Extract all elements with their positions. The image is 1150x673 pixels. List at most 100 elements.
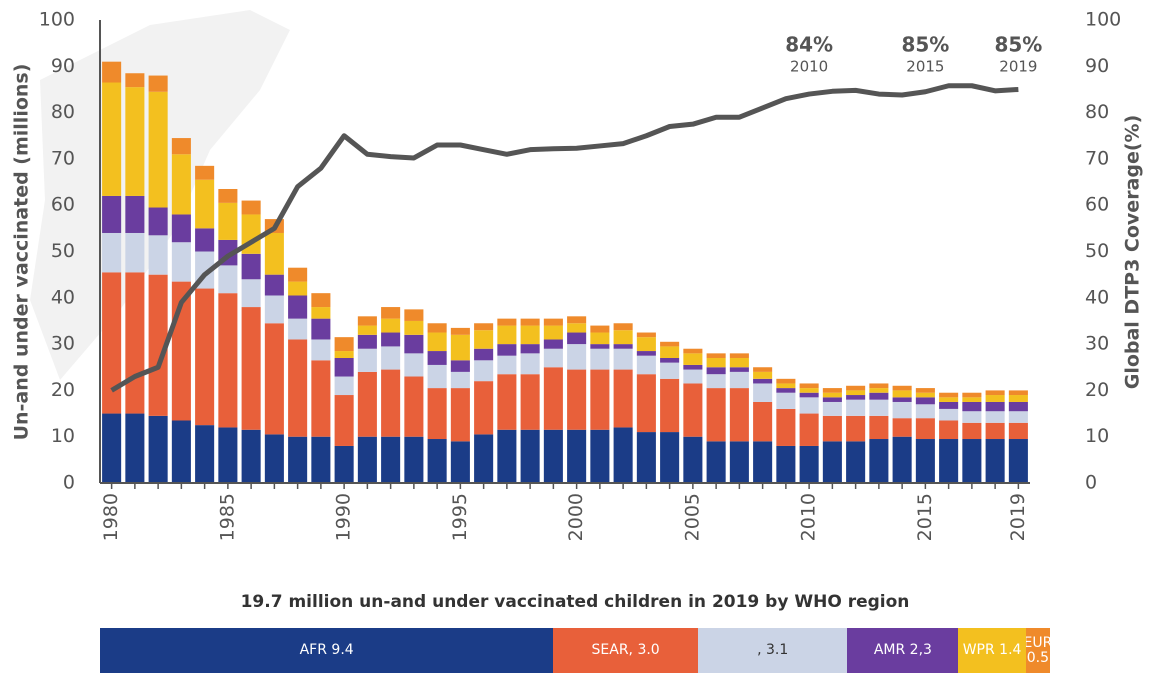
annotation-value: 85% xyxy=(901,33,949,57)
x-tick-label: 2015 xyxy=(914,493,936,541)
bar-segment xyxy=(497,344,517,356)
bar-segment xyxy=(520,429,540,483)
bar-segment xyxy=(427,323,447,333)
bar-segment xyxy=(915,404,935,419)
annotation-year: 2010 xyxy=(790,58,828,76)
bar-segment xyxy=(753,378,773,384)
bar-segment xyxy=(776,445,796,483)
y2-tick-label: 10 xyxy=(1085,425,1109,447)
x-tick-label: 1990 xyxy=(333,493,355,541)
bar-segment xyxy=(706,367,726,375)
bar-segment xyxy=(939,439,959,483)
bar-segment xyxy=(799,413,819,446)
bar-segment xyxy=(218,188,238,203)
bar-segment xyxy=(590,325,610,333)
bar-segment xyxy=(985,401,1005,412)
bar-segment xyxy=(427,332,447,352)
bar-segment xyxy=(636,337,656,352)
bar-segment xyxy=(520,344,540,354)
bar-segment xyxy=(148,207,168,236)
bar-segment xyxy=(102,272,122,414)
bar-segment xyxy=(288,267,308,282)
bar-segment xyxy=(939,392,959,398)
bar-segment xyxy=(892,385,912,391)
bar-segment xyxy=(311,339,331,361)
bar-segment xyxy=(311,307,331,319)
bar-segment xyxy=(915,388,935,393)
bar-segment xyxy=(683,364,703,370)
y-tick-label: 10 xyxy=(51,425,75,447)
bar-segment xyxy=(102,413,122,483)
bar-segment xyxy=(264,434,284,483)
bar-segment xyxy=(218,293,238,428)
bar-segment xyxy=(171,154,191,215)
bar-segment xyxy=(334,357,354,377)
bar-segment xyxy=(636,355,656,375)
bar-segment xyxy=(683,383,703,437)
bar-segment xyxy=(195,288,215,426)
strip: AFR 9.4 SEAR, 3.0 , 3.1 AMR 2,3 WPR 1.4 EUR 0… xyxy=(100,628,1050,673)
bar-segment xyxy=(706,388,726,442)
bar-segment xyxy=(125,232,145,273)
bar-segment xyxy=(125,73,145,88)
bar-segment xyxy=(311,436,331,483)
bar-segment xyxy=(1008,439,1028,483)
bar-segment xyxy=(683,353,703,365)
bar-segment xyxy=(334,376,354,396)
bar-segment xyxy=(427,388,447,440)
bar-segment xyxy=(357,371,377,437)
bar-segment xyxy=(892,401,912,419)
bar-segment xyxy=(729,388,749,442)
bar-segment xyxy=(171,214,191,243)
bar-segment xyxy=(753,383,773,402)
bar-segment xyxy=(939,397,959,402)
bar-segment xyxy=(404,334,424,354)
bar-segment xyxy=(590,344,610,349)
bar-segment xyxy=(753,401,773,442)
bar-segment xyxy=(427,364,447,389)
bar-segment xyxy=(776,378,796,384)
y2-tick-label: 80 xyxy=(1085,101,1109,123)
y-tick-label: 30 xyxy=(51,333,75,355)
bar-segment xyxy=(241,429,261,483)
bar-segment xyxy=(450,441,470,483)
bar-segment xyxy=(985,390,1005,396)
bar-segment xyxy=(148,91,168,208)
bar-segment xyxy=(241,200,261,215)
bar-segment xyxy=(846,390,866,396)
bar-segment xyxy=(125,272,145,414)
bar-segment xyxy=(822,415,842,442)
bar-segment xyxy=(264,274,284,296)
bar-segment xyxy=(288,436,308,483)
bar-segment xyxy=(846,399,866,416)
bar-segment xyxy=(148,235,168,275)
bar-segment xyxy=(846,395,866,400)
bar-segment xyxy=(125,413,145,483)
bar-segment xyxy=(171,420,191,483)
bar-segment xyxy=(776,392,796,409)
bar-segment xyxy=(869,392,889,400)
bar-segment xyxy=(590,348,610,370)
bar-segment xyxy=(706,441,726,483)
bar-segment xyxy=(590,429,610,483)
bar-segment xyxy=(520,325,540,345)
bar-segment xyxy=(892,418,912,437)
bar-segment xyxy=(915,397,935,405)
bar-segment xyxy=(822,441,842,483)
bar-segment xyxy=(822,388,842,393)
bar-segment xyxy=(567,332,587,345)
y-tick-label: 40 xyxy=(51,286,75,308)
y2-tick-label: 60 xyxy=(1085,194,1109,216)
strip-segment: AMR 2,3 xyxy=(847,628,959,673)
bar-segment xyxy=(497,325,517,345)
y-tick-label: 70 xyxy=(51,147,75,169)
y-tick-label: 0 xyxy=(63,472,75,494)
x-tick-label: 1995 xyxy=(449,493,471,541)
bar-segment xyxy=(776,408,796,446)
bar-segment xyxy=(613,369,633,428)
bar-segment xyxy=(404,309,424,321)
bar-segment xyxy=(892,397,912,402)
bar-segment xyxy=(497,374,517,430)
bar-segment xyxy=(729,353,749,358)
bar-segment xyxy=(1008,401,1028,412)
